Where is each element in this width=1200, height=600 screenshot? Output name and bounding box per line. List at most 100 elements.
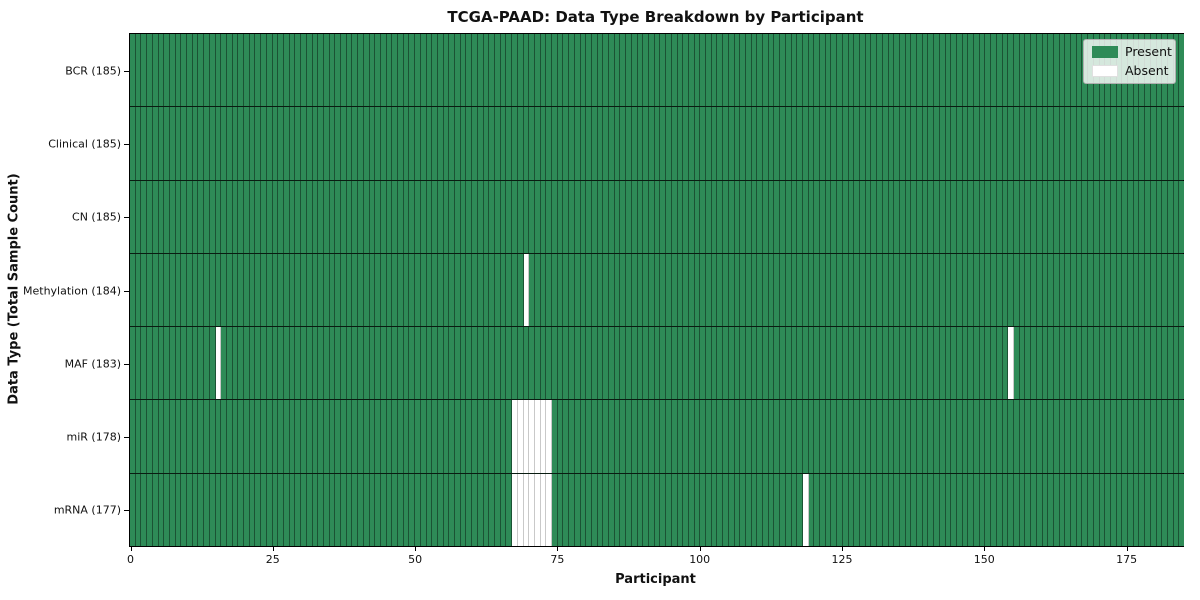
heatmap-cell bbox=[1099, 327, 1106, 400]
heatmap-cell bbox=[1071, 473, 1077, 546]
heatmap-cell bbox=[934, 400, 940, 473]
heatmap-cell bbox=[318, 253, 324, 327]
x-tick-mark bbox=[557, 547, 559, 551]
heatmap-cell bbox=[614, 34, 621, 107]
heatmap-cell bbox=[974, 327, 980, 400]
legend-label-absent: Absent bbox=[1125, 62, 1169, 78]
heatmap-cell bbox=[187, 180, 193, 253]
heatmap-cell bbox=[1071, 107, 1077, 180]
heatmap-cell bbox=[283, 107, 290, 180]
heatmap-cell bbox=[974, 34, 980, 107]
heatmap-cell bbox=[563, 473, 570, 546]
heatmap-cell bbox=[802, 107, 809, 180]
heatmap-cell bbox=[745, 34, 752, 107]
heatmap-cell bbox=[814, 34, 821, 107]
heatmap-cell bbox=[1139, 400, 1146, 473]
heatmap-cell bbox=[626, 327, 632, 400]
heatmap-cell bbox=[968, 107, 975, 180]
heatmap-cell bbox=[1167, 107, 1174, 180]
heatmap-cell bbox=[141, 34, 148, 107]
heatmap-cell bbox=[557, 34, 564, 107]
heatmap-cell bbox=[1145, 327, 1151, 400]
heatmap-cell bbox=[392, 473, 399, 546]
heatmap-cell bbox=[888, 400, 895, 473]
heatmap-cell bbox=[409, 473, 416, 546]
heatmap-cell bbox=[745, 327, 752, 400]
heatmap-cell bbox=[346, 400, 353, 473]
heatmap-cell bbox=[791, 253, 798, 327]
heatmap-cell bbox=[609, 400, 615, 473]
y-tick-label-BCR: BCR (185) bbox=[65, 64, 121, 78]
heatmap-cell bbox=[209, 107, 216, 180]
heatmap-cell bbox=[489, 107, 495, 180]
heatmap-cell bbox=[449, 400, 456, 473]
heatmap-cell bbox=[460, 327, 467, 400]
heatmap-cell bbox=[495, 473, 501, 546]
heatmap-cell bbox=[1156, 400, 1163, 473]
heatmap-cell bbox=[341, 34, 347, 107]
heatmap-cell bbox=[272, 400, 279, 473]
x-tick-label: 75 bbox=[550, 553, 565, 566]
heatmap-cell bbox=[295, 253, 302, 327]
heatmap-cell bbox=[865, 107, 872, 180]
heatmap-cell bbox=[831, 473, 838, 546]
heatmap-cell bbox=[403, 34, 410, 107]
heatmap-cell bbox=[991, 180, 997, 253]
heatmap-cell bbox=[780, 253, 786, 327]
heatmap-cell bbox=[569, 400, 575, 473]
heatmap-cell bbox=[289, 180, 296, 253]
heatmap-cell bbox=[449, 473, 456, 546]
heatmap-cell bbox=[506, 473, 513, 546]
heatmap-cell bbox=[780, 473, 786, 546]
heatmap-cell bbox=[500, 253, 507, 327]
heatmap-cell bbox=[711, 180, 718, 253]
heatmap-cell bbox=[728, 400, 735, 473]
heatmap-cell bbox=[1013, 107, 1020, 180]
heatmap-cell bbox=[358, 180, 364, 253]
heatmap-cell bbox=[1013, 473, 1020, 546]
heatmap-cell bbox=[1008, 180, 1014, 253]
heatmap-cell bbox=[226, 327, 233, 400]
heatmap-cell bbox=[671, 327, 678, 400]
heatmap-cell bbox=[723, 327, 729, 400]
heatmap-cell bbox=[278, 327, 284, 400]
heatmap-cell bbox=[1076, 107, 1083, 180]
heatmap-cell bbox=[221, 107, 227, 180]
heatmap-cell bbox=[204, 253, 210, 327]
heatmap-cell bbox=[631, 253, 638, 327]
heatmap-cell bbox=[837, 473, 843, 546]
heatmap-row-mRNA bbox=[130, 473, 1185, 546]
heatmap-cell bbox=[483, 107, 490, 180]
heatmap-cell bbox=[597, 327, 604, 400]
heatmap-cell bbox=[529, 107, 535, 180]
heatmap-cell bbox=[415, 180, 421, 253]
heatmap-cell bbox=[472, 180, 478, 253]
heatmap-cell bbox=[574, 400, 581, 473]
heatmap-cell bbox=[945, 107, 952, 180]
heatmap-cell bbox=[865, 180, 872, 253]
heatmap-cell bbox=[147, 400, 153, 473]
heatmap-cell bbox=[968, 180, 975, 253]
heatmap-cell bbox=[745, 180, 752, 253]
heatmap-cell bbox=[318, 327, 324, 400]
heatmap-cell bbox=[985, 34, 992, 107]
heatmap-cell bbox=[1008, 400, 1014, 473]
heatmap-cell bbox=[426, 400, 433, 473]
heatmap-cell bbox=[637, 107, 644, 180]
heatmap-cell bbox=[409, 327, 416, 400]
heatmap-cell bbox=[1053, 327, 1060, 400]
heatmap-cell bbox=[1042, 180, 1049, 253]
heatmap-cell bbox=[523, 400, 530, 473]
heatmap-cell bbox=[164, 34, 170, 107]
heatmap-cell bbox=[614, 253, 621, 327]
heatmap-cell bbox=[283, 327, 290, 400]
heatmap-cell bbox=[785, 327, 792, 400]
heatmap-cell bbox=[654, 473, 661, 546]
heatmap-cell bbox=[1042, 253, 1049, 327]
heatmap-cell bbox=[791, 107, 798, 180]
heatmap-cell bbox=[392, 253, 399, 327]
heatmap-cell bbox=[323, 473, 330, 546]
heatmap-cell bbox=[677, 253, 684, 327]
heatmap-cell bbox=[187, 473, 193, 546]
heatmap-cell bbox=[546, 34, 553, 107]
